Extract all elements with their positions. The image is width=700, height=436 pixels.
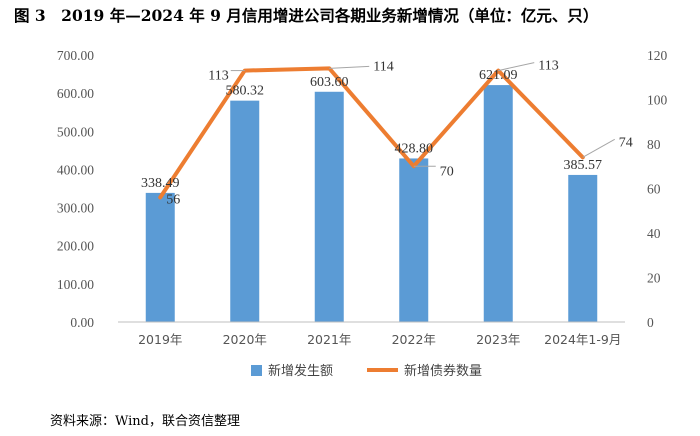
right-tick-label: 60 <box>647 182 661 197</box>
left-tick-label: 600.00 <box>57 86 94 101</box>
left-tick-label: 100.00 <box>57 277 94 292</box>
bar <box>230 100 260 322</box>
line-data-label: 114 <box>373 59 393 74</box>
leader-line <box>498 62 535 72</box>
bar <box>483 85 513 322</box>
line-series <box>158 66 585 200</box>
right-tick-label: 40 <box>647 226 661 241</box>
line-data-labels: 56 113 114 70 113 74 <box>166 59 633 208</box>
x-tick-label: 2023年 <box>476 332 520 347</box>
x-tick-label: 2022年 <box>392 332 436 347</box>
bar-data-label: 385.57 <box>564 158 603 173</box>
right-axis-ticks: 0 20 40 60 80 100 120 <box>647 48 668 330</box>
figure-title: 图 3 2019 年—2024 年 9 月信用增进公司各期业务新增情况（单位：亿… <box>14 6 599 25</box>
right-tick-label: 0 <box>647 315 654 330</box>
bar <box>314 91 344 322</box>
bar <box>399 158 429 322</box>
line-data-label: 56 <box>166 192 180 207</box>
legend-bar-swatch <box>251 365 262 376</box>
bar-data-label: 621.09 <box>479 68 518 83</box>
x-tick-label: 2021年 <box>307 332 351 347</box>
legend: 新增发生额 新增债券数量 <box>251 363 482 379</box>
line-path <box>158 66 585 200</box>
bar-data-label: 428.80 <box>395 141 434 156</box>
x-tick-label: 2024年1-9月 <box>544 332 621 347</box>
left-axis-ticks: 0.00 100.00 200.00 300.00 400.00 500.00 600.00… <box>57 48 94 330</box>
left-tick-label: 700.00 <box>57 48 94 63</box>
right-tick-label: 80 <box>647 137 661 152</box>
bar <box>568 174 598 322</box>
legend-label: 新增债券数量 <box>404 363 482 379</box>
line-data-label: 113 <box>538 59 558 74</box>
right-tick-label: 120 <box>647 48 668 63</box>
x-tick-label: 2020年 <box>223 332 267 347</box>
line-data-label: 70 <box>440 164 454 179</box>
legend-label: 新增发生额 <box>268 363 333 379</box>
line-data-label: 113 <box>208 69 228 84</box>
combo-chart: 0.00 100.00 200.00 300.00 400.00 500.00 600.00… <box>57 48 668 379</box>
bar-data-label: 580.32 <box>226 84 265 99</box>
leader-line <box>329 65 370 69</box>
left-tick-label: 300.00 <box>57 201 94 216</box>
source-note: 资料来源：Wind，联合资信整理 <box>50 414 240 429</box>
line-data-label: 74 <box>619 135 633 150</box>
left-tick-label: 400.00 <box>57 162 94 177</box>
left-tick-label: 200.00 <box>57 239 94 254</box>
x-axis: 2019年 2020年 2021年 2022年 2023年 2024年1-9月 <box>118 321 625 347</box>
bar-data-label: 603.60 <box>310 75 349 90</box>
left-tick-label: 500.00 <box>57 124 94 139</box>
x-tick-label: 2019年 <box>138 332 182 347</box>
leader-line <box>582 138 615 158</box>
right-tick-label: 20 <box>647 271 661 286</box>
right-tick-label: 100 <box>647 93 668 108</box>
bar-series <box>145 85 598 322</box>
bar-data-labels: 338.49 580.32 603.60 428.80 621.09 385.57 <box>141 68 602 191</box>
bar-data-label: 338.49 <box>141 176 180 191</box>
left-tick-label: 0.00 <box>70 315 94 330</box>
bar <box>145 192 175 322</box>
